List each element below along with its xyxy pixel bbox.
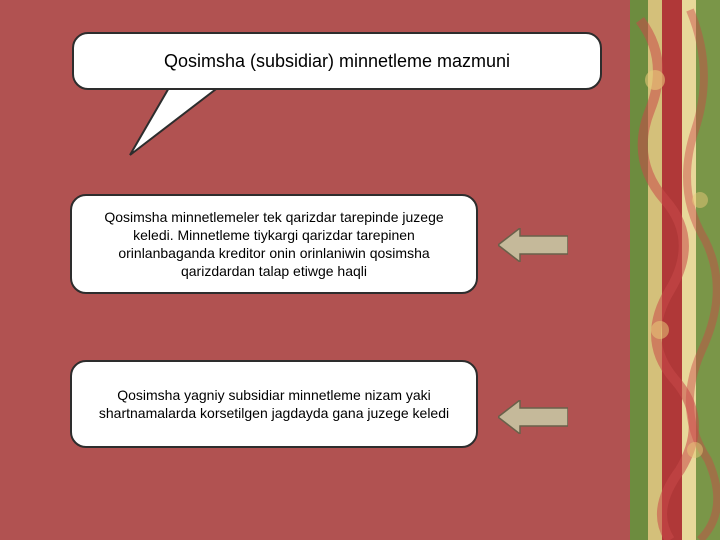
content-box-2: Qosimsha yagniy subsidiar minnetleme niz… (70, 360, 478, 448)
title-callout-tail (0, 0, 720, 200)
arrow-left-2 (498, 400, 568, 434)
content-box-1: Qosimsha minnetlemeler tek qarizdar tare… (70, 194, 478, 294)
content-text-1: Qosimsha minnetlemeler tek qarizdar tare… (90, 208, 458, 281)
content-text-2: Qosimsha yagniy subsidiar minnetleme niz… (90, 386, 458, 422)
title-callout: Qosimsha (subsidiar) minnetleme mazmuni (72, 32, 602, 90)
arrow-left-1 (498, 228, 568, 262)
title-text: Qosimsha (subsidiar) minnetleme mazmuni (164, 51, 510, 72)
